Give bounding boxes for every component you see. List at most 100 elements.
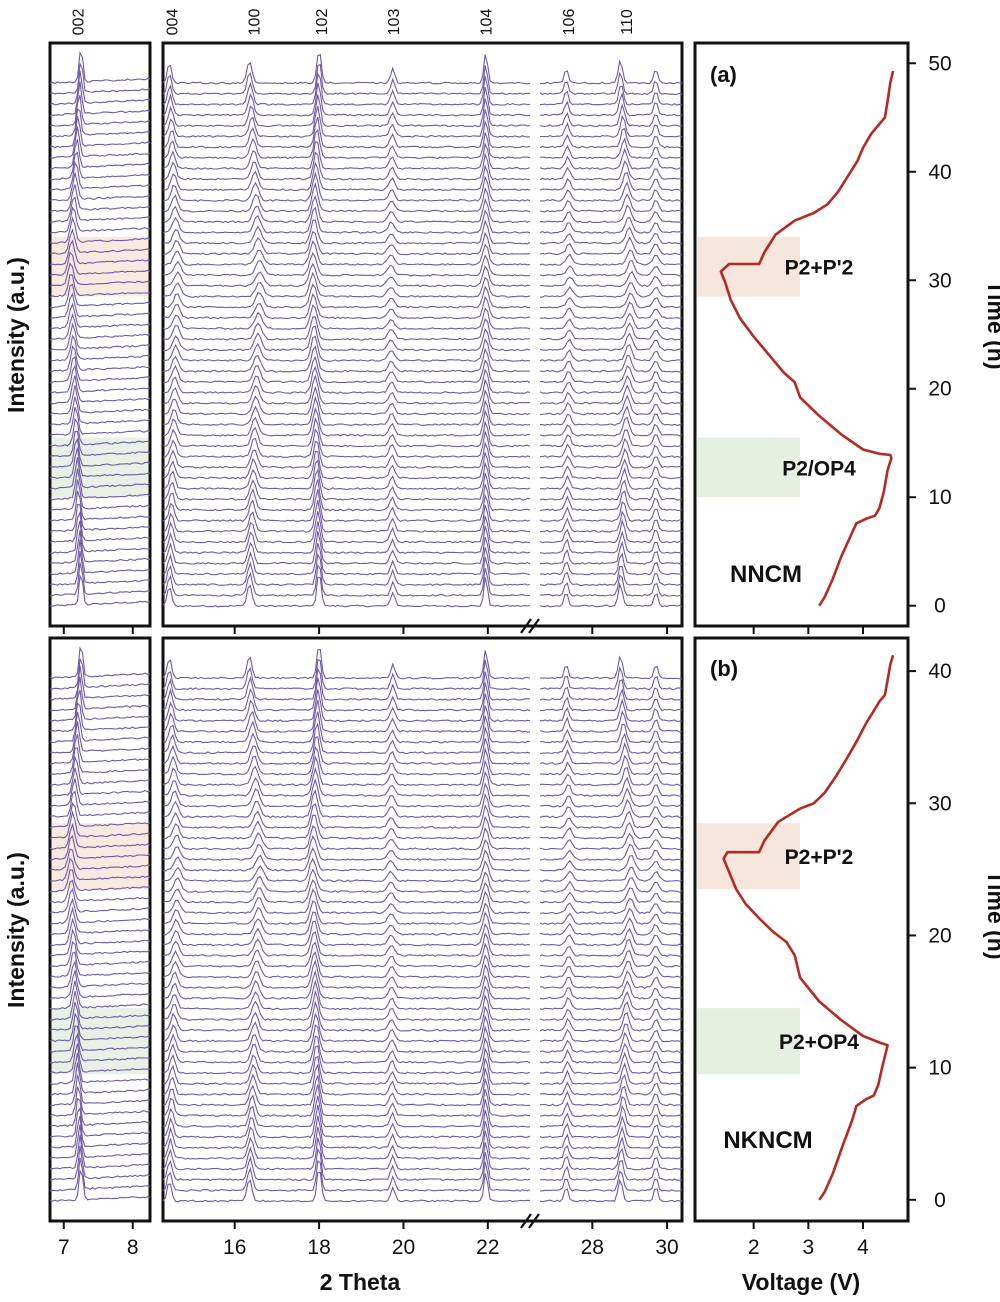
xrd-trace bbox=[162, 746, 531, 776]
xrd-trace bbox=[162, 292, 531, 320]
xrd-trace bbox=[162, 900, 531, 925]
xrd-trace bbox=[162, 459, 531, 491]
xrd-trace bbox=[49, 430, 151, 458]
xrd-trace bbox=[539, 226, 683, 245]
xrd-trace bbox=[162, 345, 531, 373]
xrd-trace bbox=[49, 551, 151, 586]
xrd-trace bbox=[162, 94, 531, 128]
xrd-trace bbox=[49, 701, 151, 732]
xrd-trace bbox=[539, 798, 683, 819]
theta-tick-label: 7 bbox=[58, 1236, 70, 1259]
xrd-trace bbox=[162, 181, 531, 213]
xrd-trace bbox=[49, 396, 151, 426]
xrd-trace bbox=[539, 171, 683, 192]
xrd-trace bbox=[49, 980, 150, 1010]
xrd-trace bbox=[539, 1001, 683, 1021]
xrd-trace bbox=[49, 646, 151, 680]
xrd-trace bbox=[162, 1104, 531, 1139]
axis-break-gap bbox=[530, 45, 540, 624]
xrd-trace bbox=[49, 206, 151, 234]
xrd-trace bbox=[539, 776, 683, 797]
xrd-trace bbox=[539, 1104, 683, 1128]
axis-break-mark bbox=[528, 1213, 540, 1229]
xrd-trace bbox=[49, 108, 151, 138]
sample-label-nkncm: NKNCM bbox=[723, 1127, 812, 1154]
xrd-trace bbox=[162, 82, 530, 117]
xrd-trace bbox=[162, 395, 531, 426]
xrd-trace bbox=[162, 240, 531, 266]
axis-break-mark bbox=[520, 618, 532, 634]
xrd-trace bbox=[162, 316, 531, 341]
theta-tick-label: 16 bbox=[223, 1236, 246, 1259]
xrd-trace bbox=[162, 63, 531, 96]
xrd-trace bbox=[162, 989, 531, 1021]
xrd-trace bbox=[539, 416, 683, 437]
xrd-trace bbox=[162, 789, 531, 819]
xrd-trace bbox=[50, 227, 151, 255]
xrd-trace bbox=[162, 450, 531, 480]
xrd-trace bbox=[49, 906, 151, 935]
xrd-trace bbox=[49, 292, 151, 319]
xrd-trace bbox=[49, 1157, 151, 1192]
xrd-trace bbox=[162, 151, 531, 181]
xrd-trace bbox=[49, 822, 151, 850]
xrd-trace bbox=[49, 447, 151, 479]
xrd-trace bbox=[162, 1055, 530, 1086]
xrd-trace bbox=[49, 897, 151, 925]
xrd-trace bbox=[49, 1086, 151, 1117]
xrd-trace bbox=[162, 1000, 531, 1032]
xrd-trace bbox=[539, 582, 683, 608]
xrd-trace bbox=[540, 365, 683, 384]
xrd-trace bbox=[49, 790, 151, 818]
xrd-trace bbox=[49, 960, 151, 989]
time-tick-label: 20 bbox=[928, 378, 951, 401]
xrd-trace bbox=[539, 530, 683, 554]
xrd-trace bbox=[162, 171, 531, 202]
xrd-trace bbox=[49, 767, 151, 797]
xlabel-2theta: 2 Theta bbox=[320, 1269, 401, 1295]
xrd-trace bbox=[49, 184, 151, 212]
frames bbox=[48, 41, 910, 1223]
xrd-trace bbox=[49, 417, 151, 447]
theta-tick-label: 22 bbox=[476, 1236, 499, 1259]
xrd-trace bbox=[539, 666, 683, 691]
xrd-trace bbox=[162, 563, 531, 597]
xrd-trace bbox=[539, 1032, 683, 1053]
xrd-trace bbox=[49, 283, 151, 309]
xrd-trace bbox=[162, 959, 531, 989]
xrd-trace bbox=[162, 406, 531, 437]
xrd-trace bbox=[539, 810, 683, 829]
xrd-trace bbox=[539, 374, 683, 394]
xrd-trace bbox=[539, 970, 683, 989]
xrd-trace bbox=[162, 141, 531, 170]
xrd-trace bbox=[49, 802, 151, 829]
xrd-trace bbox=[49, 665, 151, 701]
xrd-trace bbox=[49, 834, 151, 861]
xrd-trace bbox=[49, 468, 151, 501]
xrd-trace bbox=[49, 869, 151, 893]
xrd-trace bbox=[49, 375, 151, 405]
xlabel-voltage: Voltage (V) bbox=[742, 1269, 860, 1295]
xrd-trace bbox=[162, 857, 531, 883]
xrd-trace bbox=[49, 1001, 151, 1031]
xrd-trace bbox=[539, 102, 683, 128]
xrd-trace bbox=[49, 1062, 151, 1096]
phase-band bbox=[697, 236, 800, 297]
xrd-trace bbox=[162, 468, 531, 501]
xrd-trace bbox=[49, 503, 151, 533]
time-tick-label: 40 bbox=[928, 660, 951, 683]
xrd-trace bbox=[540, 405, 683, 426]
xrd-trace bbox=[539, 949, 683, 968]
peak-labels: 002 004 100 102 103 104 106 110 bbox=[71, 9, 636, 36]
xrd-trace bbox=[49, 262, 151, 287]
xrd-trace bbox=[539, 282, 683, 298]
xrd-trace bbox=[49, 1169, 151, 1202]
xrd-trace bbox=[162, 105, 531, 138]
xrd-trace bbox=[49, 406, 151, 436]
ylabel-time-a: Time (h) bbox=[983, 280, 1000, 369]
xrd-trace bbox=[49, 1107, 151, 1138]
xrd-trace bbox=[162, 1171, 531, 1203]
xrd-trace bbox=[162, 699, 530, 733]
phase-labels: P2+P'2 P2/OP4 P2+P'2 P2+OP4 bbox=[779, 257, 859, 1055]
